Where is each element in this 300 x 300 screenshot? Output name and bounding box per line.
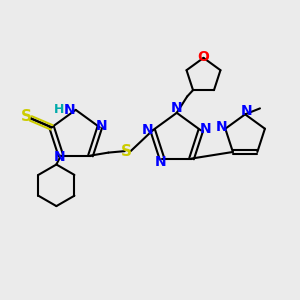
Text: H: H (54, 103, 64, 116)
Text: N: N (95, 119, 107, 133)
Text: N: N (216, 120, 228, 134)
Text: N: N (171, 101, 183, 116)
Text: N: N (53, 150, 65, 164)
Text: O: O (198, 50, 209, 64)
Text: S: S (121, 144, 132, 159)
Text: N: N (154, 154, 166, 169)
Text: N: N (63, 103, 75, 117)
Text: N: N (241, 104, 252, 118)
Text: N: N (200, 122, 211, 136)
Text: N: N (142, 123, 153, 137)
Text: S: S (21, 110, 32, 124)
